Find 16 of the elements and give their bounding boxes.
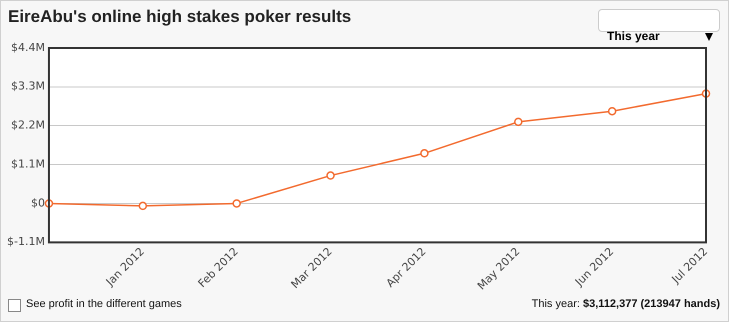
text: This year: $3,112,377 (213947 hands)	[532, 298, 720, 310]
y-tick-label: $1.1M	[10, 157, 45, 170]
y-tick-label: $4.4M	[10, 40, 45, 54]
text: This year	[607, 29, 661, 43]
point	[138, 202, 148, 210]
y-tick-label: $-1.1M	[7, 235, 45, 248]
point	[326, 171, 335, 180]
y-tick-label: $3.3M	[10, 80, 45, 93]
text: See profit in the different games	[26, 298, 182, 310]
point	[608, 106, 616, 116]
y-tick-label: $0	[30, 196, 45, 210]
point	[420, 149, 429, 158]
point	[514, 118, 523, 126]
chart-title: EireAbu's online high stakes poker results	[8, 7, 352, 27]
point	[232, 199, 241, 208]
y-tick-label: $2.2M	[10, 118, 45, 132]
